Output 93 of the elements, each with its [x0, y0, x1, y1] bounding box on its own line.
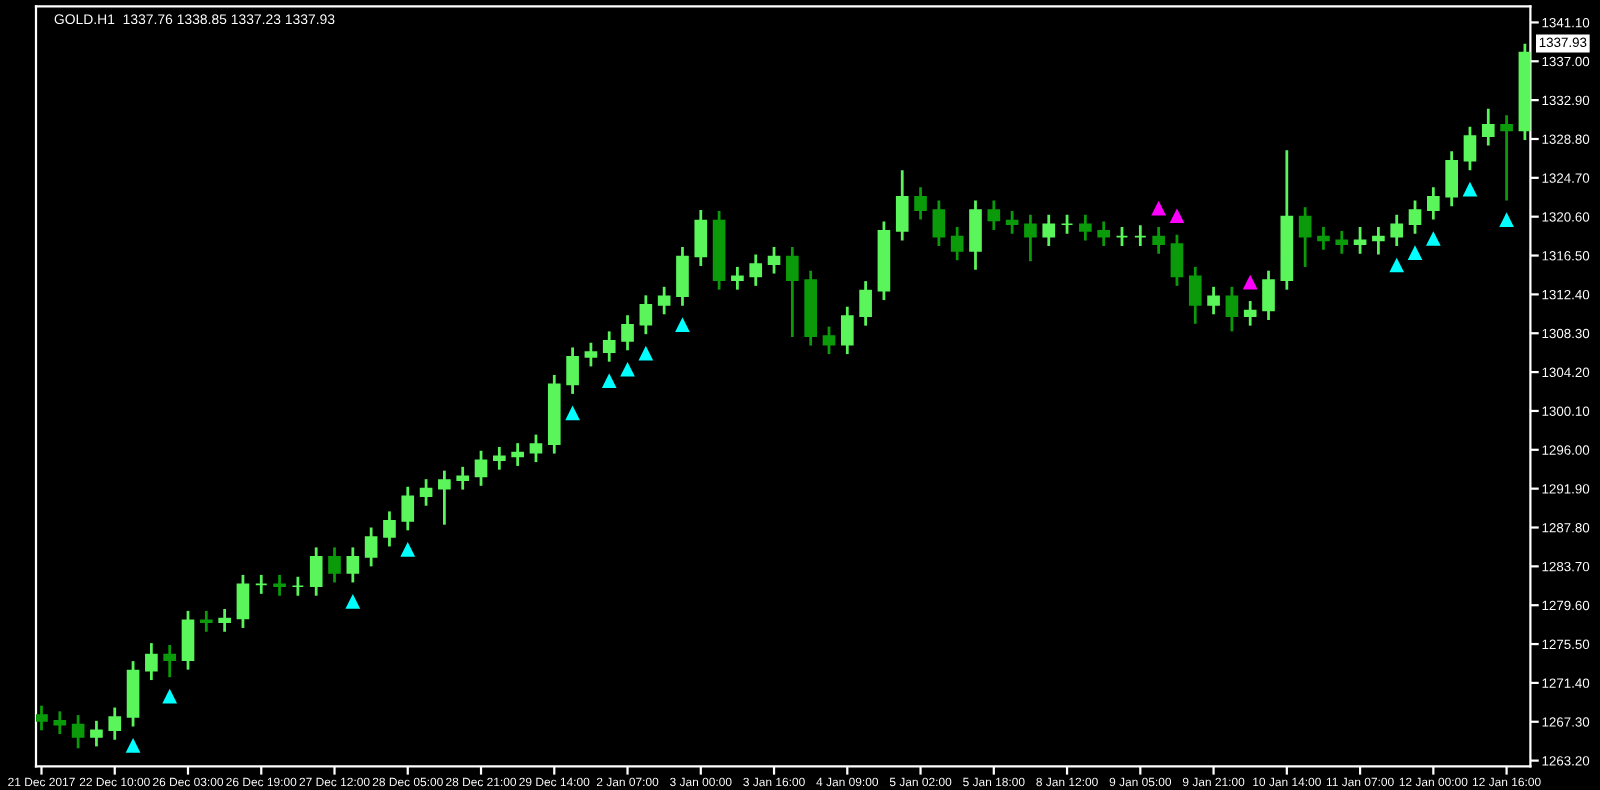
candlestick — [291, 575, 305, 598]
candlestick — [1079, 213, 1092, 242]
candlestick — [639, 293, 653, 336]
candlestick — [529, 433, 543, 464]
candlestick — [657, 285, 671, 316]
candlestick — [1097, 220, 1111, 248]
candlestick — [950, 225, 964, 262]
candlestick — [90, 719, 103, 748]
candlestick — [895, 168, 909, 242]
candlestick — [840, 305, 854, 356]
point — [400, 541, 416, 557]
candlestick — [1445, 149, 1458, 208]
candlestick — [108, 706, 122, 742]
candlestick — [731, 265, 744, 292]
candlestick — [1481, 107, 1495, 148]
candlestick — [1133, 223, 1147, 248]
candlestick — [987, 199, 1001, 232]
candlestick — [566, 346, 579, 396]
candlestick — [1298, 205, 1312, 269]
candlestick — [1500, 113, 1513, 202]
candlestick — [1152, 225, 1165, 256]
candlestick — [914, 185, 927, 221]
candlestick — [1390, 213, 1404, 248]
point — [1389, 257, 1405, 273]
candlestick — [438, 469, 451, 527]
candlestick — [364, 526, 378, 568]
candlestick — [163, 643, 177, 679]
candlestick — [493, 445, 506, 472]
candlestick — [181, 609, 195, 672]
candlestick — [511, 441, 524, 468]
point — [345, 594, 361, 609]
candlestick — [1170, 233, 1184, 288]
candlestick — [1188, 265, 1202, 326]
candlestick — [218, 607, 231, 634]
point — [125, 738, 141, 753]
candlestick — [1372, 225, 1385, 256]
candlestick — [145, 641, 158, 682]
candlestick — [199, 609, 213, 634]
point — [1499, 212, 1514, 227]
candlestick — [621, 313, 634, 352]
candlestick — [822, 325, 836, 356]
candlestick — [786, 245, 799, 339]
point — [565, 405, 580, 421]
candlestick — [71, 713, 85, 750]
point — [1407, 245, 1423, 261]
point — [1169, 208, 1185, 224]
candlestick — [474, 449, 488, 488]
candlestick — [1353, 225, 1367, 256]
candlestick — [456, 465, 470, 491]
candlestick — [859, 279, 872, 328]
candlestick — [767, 245, 781, 275]
candlestick — [584, 341, 598, 368]
candlestick — [328, 546, 341, 584]
candlestick — [749, 253, 763, 288]
candlestick — [932, 199, 946, 248]
candlestick — [273, 573, 286, 598]
candlestick — [126, 659, 140, 728]
candlestick — [602, 329, 616, 364]
candlestick — [53, 709, 67, 736]
point — [601, 373, 617, 388]
point — [620, 361, 635, 377]
candlestick — [1243, 299, 1257, 328]
candlestick — [309, 546, 323, 598]
candlestick — [36, 704, 48, 732]
point — [1151, 200, 1166, 216]
candlestick — [676, 245, 689, 308]
candlestick — [1024, 213, 1037, 263]
candlestick — [419, 477, 433, 508]
candlestick — [401, 485, 415, 532]
candlestick — [236, 573, 250, 630]
point — [1425, 231, 1441, 246]
candlestick — [383, 510, 396, 548]
candlestick — [1463, 125, 1477, 172]
point — [1242, 274, 1258, 290]
candlestick — [254, 573, 268, 596]
point — [675, 317, 690, 333]
candlestick — [969, 199, 982, 272]
candlestick — [1115, 225, 1129, 248]
candlestick — [1042, 213, 1056, 248]
candlestick — [1207, 285, 1220, 316]
candlestick — [1060, 213, 1074, 236]
point — [638, 345, 654, 361]
candlestick — [694, 208, 708, 268]
candlestick — [1408, 199, 1422, 236]
candlestick — [1005, 209, 1019, 236]
candlestick — [1427, 185, 1440, 221]
point — [1462, 181, 1478, 197]
point — [162, 688, 178, 704]
candlestick — [1335, 229, 1349, 256]
candlestick — [1225, 285, 1239, 333]
candlestick — [1317, 225, 1330, 252]
candlestick — [346, 546, 360, 584]
candlestick — [1262, 269, 1275, 322]
